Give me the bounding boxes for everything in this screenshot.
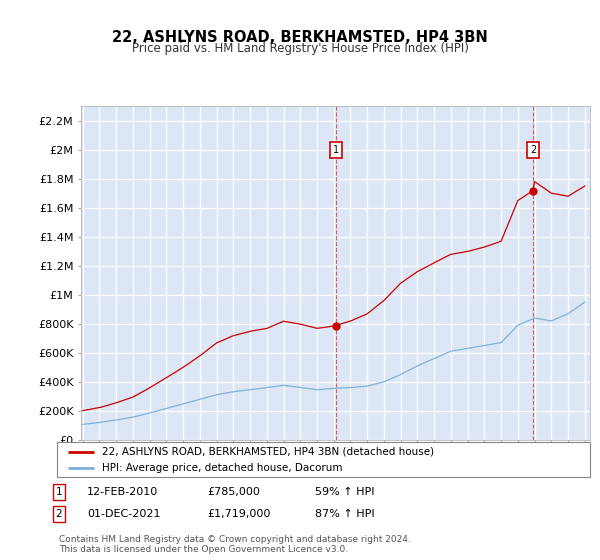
Text: 87% ↑ HPI: 87% ↑ HPI bbox=[315, 509, 374, 519]
Text: Contains HM Land Registry data © Crown copyright and database right 2024.
This d: Contains HM Land Registry data © Crown c… bbox=[59, 535, 410, 554]
Text: Price paid vs. HM Land Registry's House Price Index (HPI): Price paid vs. HM Land Registry's House … bbox=[131, 41, 469, 55]
Text: 12-FEB-2010: 12-FEB-2010 bbox=[87, 487, 158, 497]
Text: 1: 1 bbox=[332, 145, 339, 155]
Text: 22, ASHLYNS ROAD, BERKHAMSTED, HP4 3BN: 22, ASHLYNS ROAD, BERKHAMSTED, HP4 3BN bbox=[112, 30, 488, 45]
Text: 01-DEC-2021: 01-DEC-2021 bbox=[87, 509, 161, 519]
Text: £785,000: £785,000 bbox=[207, 487, 260, 497]
Text: 22, ASHLYNS ROAD, BERKHAMSTED, HP4 3BN (detached house): 22, ASHLYNS ROAD, BERKHAMSTED, HP4 3BN (… bbox=[102, 447, 434, 457]
Text: 2: 2 bbox=[530, 145, 536, 155]
Text: 1: 1 bbox=[55, 487, 62, 497]
Text: HPI: Average price, detached house, Dacorum: HPI: Average price, detached house, Daco… bbox=[102, 463, 343, 473]
Text: £1,719,000: £1,719,000 bbox=[207, 509, 271, 519]
Text: 59% ↑ HPI: 59% ↑ HPI bbox=[315, 487, 374, 497]
Text: 2: 2 bbox=[55, 509, 62, 519]
